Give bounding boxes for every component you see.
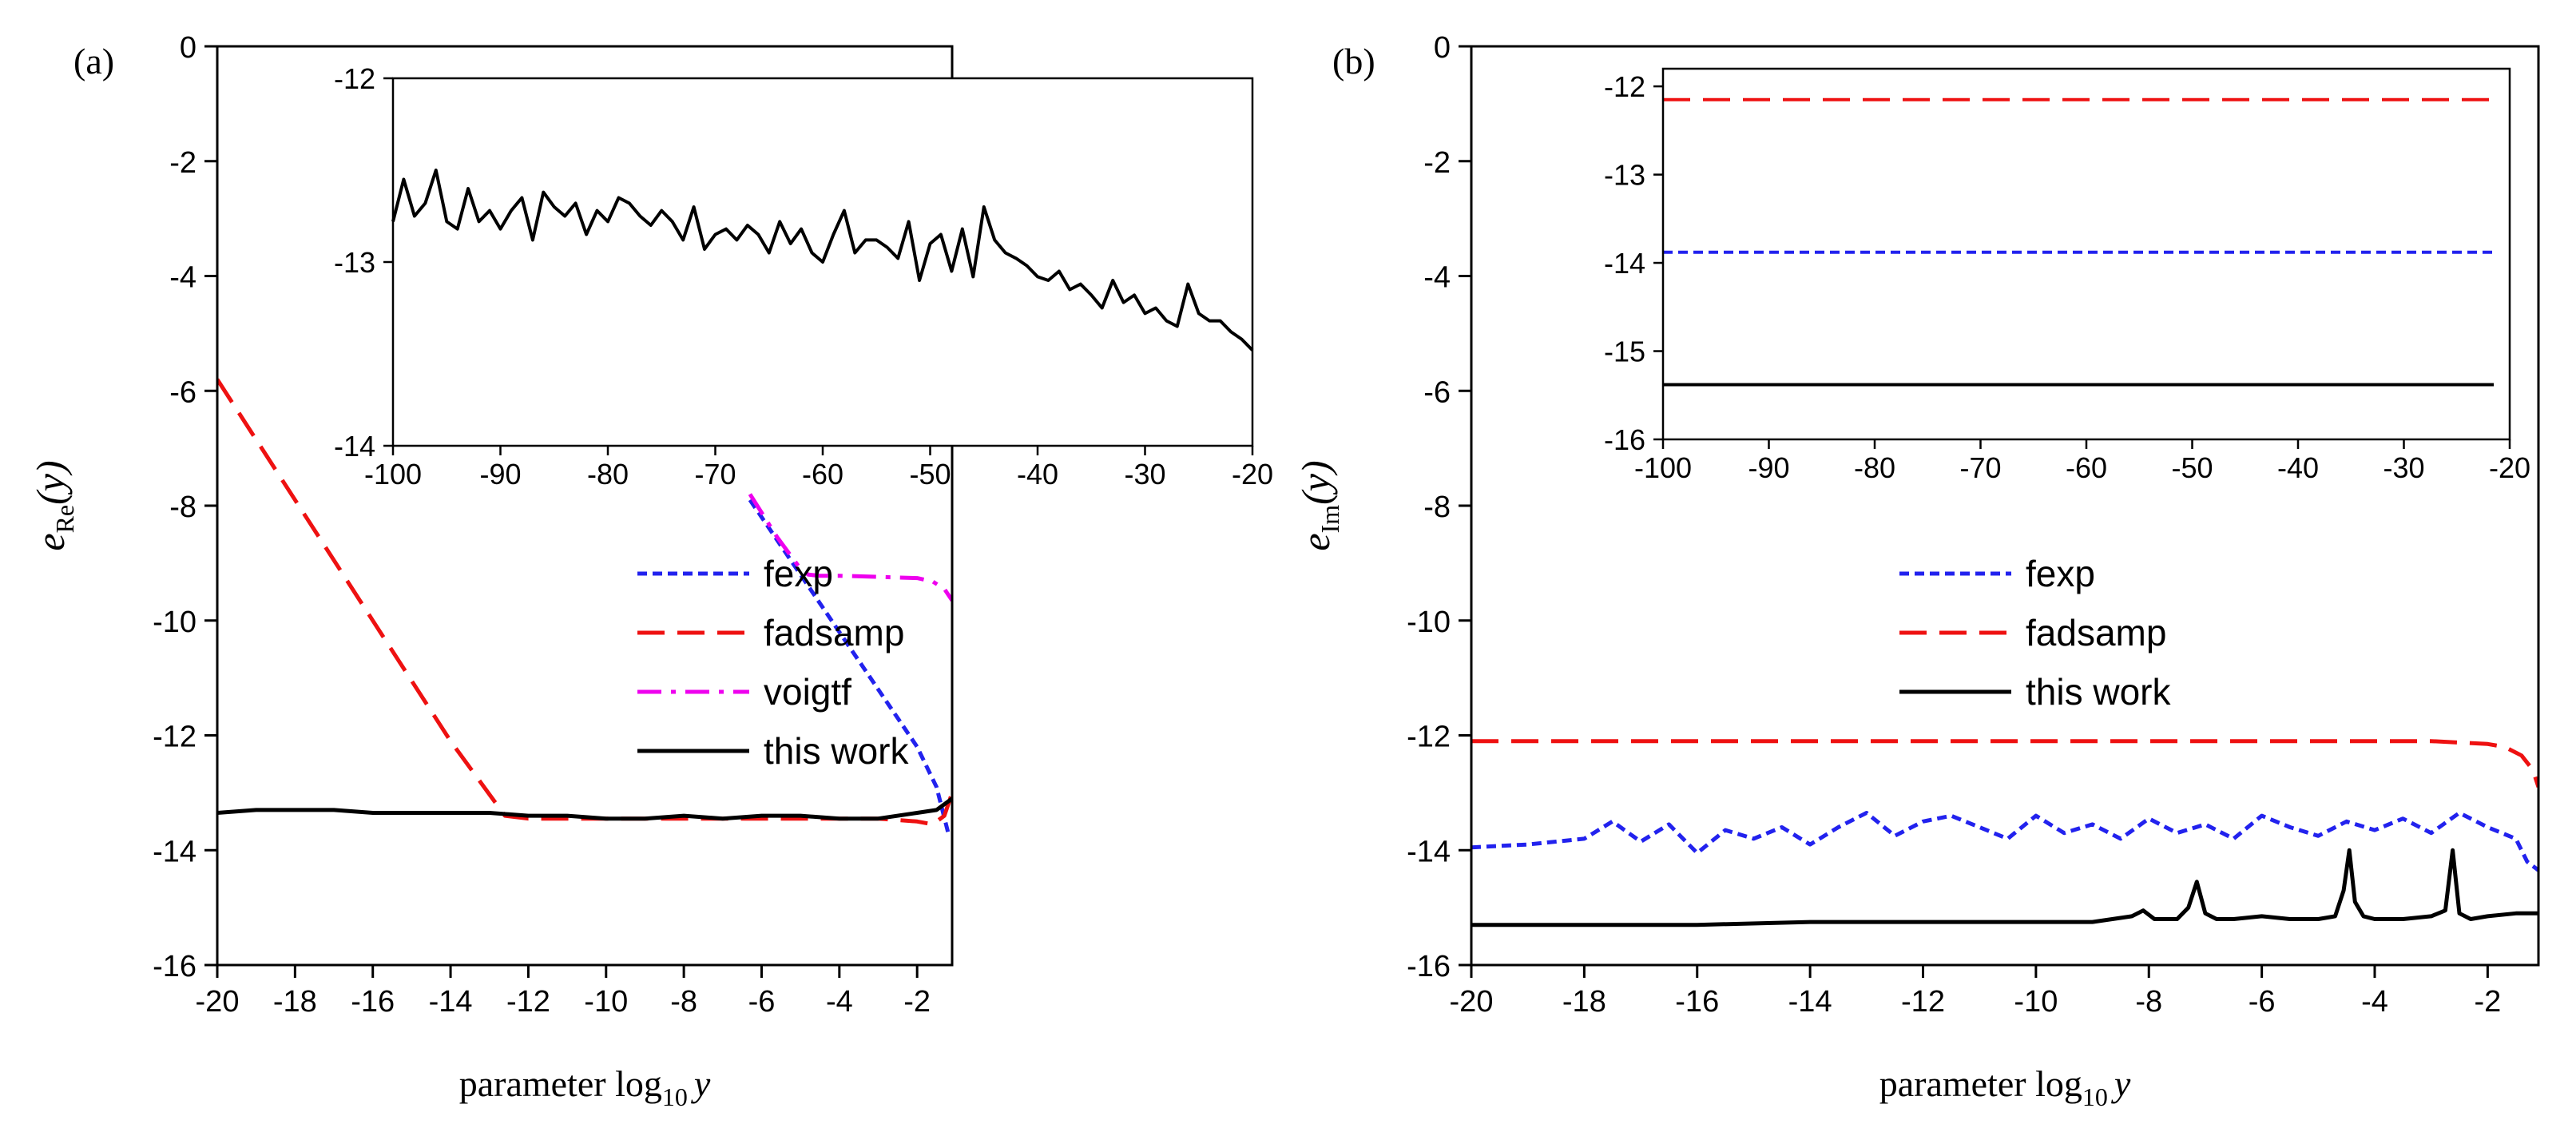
- inset-x-tick-label: -30: [1124, 458, 1165, 491]
- inset-x-tick-label: -70: [1959, 451, 2001, 484]
- series-line-this-work: [217, 796, 952, 821]
- series-line-fadsamp: [217, 378, 952, 827]
- inset-y-tick-label: -12: [334, 62, 375, 95]
- inset-x-tick-label: -100: [364, 458, 422, 491]
- series-line-fexp: [748, 498, 951, 834]
- y-tick-label: -14: [153, 835, 196, 868]
- x-tick-label: -8: [670, 985, 697, 1019]
- x-axis-label: parameter log10 y: [1879, 1063, 2131, 1111]
- panel-label: (a): [73, 41, 114, 81]
- x-tick-label: -4: [826, 985, 853, 1019]
- inset-background: [1663, 69, 2510, 439]
- x-tick-label: -14: [1788, 985, 1832, 1019]
- y-tick-label: -6: [169, 375, 196, 409]
- inset-x-tick-label: -40: [1017, 458, 1058, 491]
- x-tick-label: -2: [903, 985, 931, 1019]
- y-tick-label: -16: [153, 950, 196, 983]
- legend-label: fadsamp: [2026, 612, 2166, 653]
- legend-label: this work: [764, 730, 909, 772]
- y-tick-label: 0: [180, 31, 196, 65]
- panel-label: (b): [1332, 41, 1375, 81]
- inset-x-tick-label: -40: [2277, 451, 2319, 484]
- chart-panel-a: -20 -18 -16 -14 -12 -10 -8 -6 -4 -2-16-14-12-10-8…: [28, 31, 1273, 1111]
- series-line-fexp: [1471, 811, 2538, 872]
- legend-label: fexp: [764, 553, 833, 594]
- x-tick-label: -20: [196, 985, 240, 1019]
- inset-y-tick-label: -12: [1604, 70, 1645, 103]
- inset-x-tick-label: -70: [694, 458, 736, 491]
- inset-x-tick-label: -80: [1854, 451, 1895, 484]
- x-tick-label: -18: [1562, 985, 1606, 1019]
- y-tick-label: -10: [1407, 606, 1451, 639]
- inset-x-tick-label: -20: [2489, 451, 2530, 484]
- x-tick-label: -14: [429, 985, 473, 1019]
- y-tick-label: -12: [153, 721, 196, 754]
- x-tick-label: -12: [506, 985, 550, 1019]
- inset-y-tick-label: -16: [1604, 423, 1645, 456]
- inset-y-tick-label: -13: [1604, 159, 1645, 192]
- inset-x-tick-label: -60: [2066, 451, 2107, 484]
- y-tick-label: -14: [1407, 835, 1451, 868]
- x-tick-label: -6: [748, 985, 776, 1019]
- inset-x-tick-label: -90: [479, 458, 521, 491]
- x-tick-label: -16: [1675, 985, 1719, 1019]
- x-axis-label: parameter log10 y: [459, 1063, 711, 1111]
- y-tick-label: -8: [169, 491, 196, 524]
- x-tick-label: -20: [1450, 985, 1494, 1019]
- inset-x-tick-label: -50: [2171, 451, 2213, 484]
- chart-panel-b: -20 -18 -16 -14 -12 -10 -8 -6 -4 -2-16-14-12-10-8…: [1293, 31, 2540, 1111]
- inset-x-tick-label: -90: [1748, 451, 1789, 484]
- inset-y-tick-label: -14: [334, 430, 375, 463]
- x-tick-label: -8: [2135, 985, 2162, 1019]
- inset-x-tick-label: -100: [1634, 451, 1692, 484]
- inset-x-tick-label: -30: [2383, 451, 2424, 484]
- inset-chart: -100 -90 -80 -70 -60 -50 -40 -30 -20 -16 -15 -14 -13…: [1604, 67, 2530, 484]
- series-line-voigtf: [748, 493, 952, 602]
- y-tick-label: -4: [169, 261, 196, 295]
- inset-y-tick-label: -14: [1604, 247, 1645, 280]
- y-tick-label: -12: [1407, 721, 1451, 754]
- series-group: [1471, 739, 2538, 927]
- inset-y-tick-label: -15: [1604, 336, 1645, 368]
- series-line-this-work: [1471, 848, 2538, 927]
- legend-label: this work: [2026, 671, 2171, 713]
- inset-x-tick-label: -80: [587, 458, 629, 491]
- y-axis-label: eRe(y): [28, 460, 79, 550]
- x-tick-label: -4: [2361, 985, 2388, 1019]
- y-tick-label: -2: [169, 146, 196, 180]
- series-group: [217, 378, 952, 834]
- x-tick-label: -10: [584, 985, 628, 1019]
- x-tick-label: -2: [2474, 985, 2501, 1019]
- y-tick-label: -10: [153, 606, 196, 639]
- inset-x-tick-label: -20: [1232, 458, 1273, 491]
- y-tick-label: -6: [1423, 375, 1451, 409]
- y-axis-label: eIm(y): [1293, 460, 1344, 550]
- x-tick-label: -18: [273, 985, 317, 1019]
- legend: fexp fadsamp this work: [1899, 553, 2171, 713]
- legend: fexp fadsamp voigtf this work: [637, 553, 909, 772]
- y-tick-label: 0: [1434, 31, 1451, 65]
- y-tick-label: -16: [1407, 950, 1451, 983]
- legend-label: fadsamp: [764, 612, 904, 653]
- series-line-fadsamp: [1471, 739, 2538, 788]
- x-tick-label: -12: [1901, 985, 1945, 1019]
- y-tick-label: -4: [1423, 261, 1451, 295]
- legend-label: voigtf: [764, 671, 851, 713]
- legend-label: fexp: [2026, 553, 2095, 594]
- inset-series-line-this-work: [391, 169, 1254, 352]
- inset-x-tick-label: -60: [802, 458, 843, 491]
- inset-chart: -100 -90 -80 -70 -60 -50 -40 -30 -20 -14 -13 -12: [334, 62, 1273, 491]
- x-tick-label: -10: [2014, 985, 2058, 1019]
- x-tick-label: -6: [2249, 985, 2276, 1019]
- y-tick-label: -8: [1423, 491, 1451, 524]
- y-tick-label: -2: [1423, 146, 1451, 180]
- x-tick-label: -16: [351, 985, 395, 1019]
- inset-y-tick-label: -13: [334, 246, 375, 279]
- inset-x-tick-label: -50: [909, 458, 951, 491]
